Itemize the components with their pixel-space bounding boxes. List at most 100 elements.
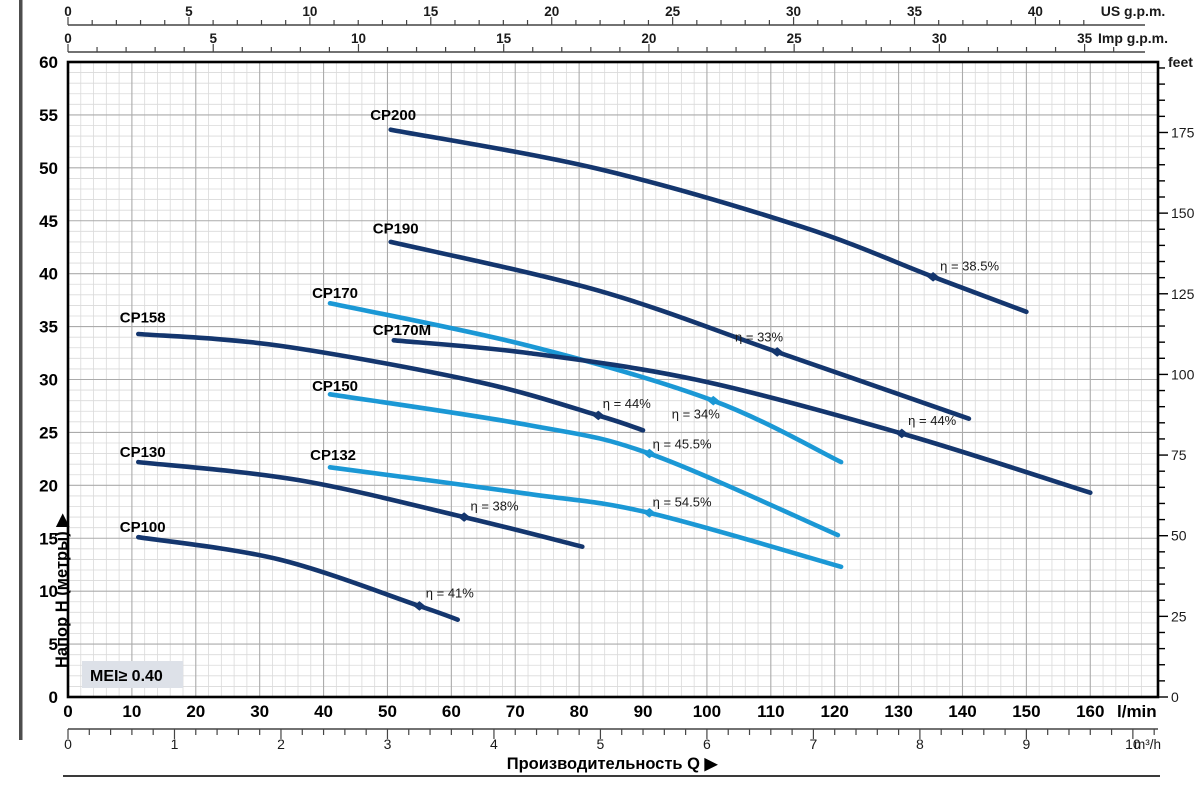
curve-CP130: CP130 η = 38% — [120, 444, 585, 549]
efficiency-marker-CP150 — [643, 448, 656, 459]
m3h-tick-label: 2 — [277, 736, 285, 752]
efficiency-marker-CP170M — [895, 428, 908, 439]
head-m-tick-label: 45 — [39, 212, 58, 231]
us-gpm-tick-label: 40 — [1028, 4, 1043, 19]
imp-gpm-tick-label: 25 — [787, 31, 803, 46]
efficiency-marker-CP130 — [458, 512, 471, 522]
efficiency-label-CP150: η = 45.5% — [653, 436, 712, 451]
feet-tick-label: 175 — [1171, 124, 1195, 140]
lmin-unit-label: l/min — [1117, 702, 1157, 721]
curve-CP170M: CP170M η = 44% — [373, 322, 1093, 495]
plot-border — [66, 60, 1160, 699]
efficiency-label-CP100: η = 41% — [426, 586, 475, 601]
imp-gpm-tick-label: 20 — [641, 31, 656, 46]
lmin-tick-label: 150 — [1012, 702, 1040, 721]
efficiency-label-CP130: η = 38% — [471, 499, 520, 514]
lmin-tick-label: 130 — [884, 702, 912, 721]
m3h-tick-label: 7 — [810, 736, 818, 752]
m3h-tick-label: 10 — [1125, 736, 1141, 752]
mei-badge-label: MEI≥ 0.40 — [90, 668, 163, 685]
feet-tick-label: 50 — [1171, 528, 1187, 544]
efficiency-label-CP170: η = 34% — [672, 407, 721, 422]
us-gpm-tick-label: 10 — [302, 4, 317, 19]
lmin-tick-label: 40 — [314, 702, 333, 721]
head-m-tick-label: 0 — [49, 688, 58, 707]
page-bottom-rule — [63, 775, 1160, 777]
head-m-tick-label: 50 — [39, 159, 58, 178]
curve-CP150: CP150 η = 45.5% — [312, 378, 841, 538]
lmin-tick-label: 0 — [63, 702, 72, 721]
efficiency-marker-CP200 — [927, 272, 940, 282]
feet-unit-label: feet — [1168, 54, 1193, 70]
curve-CP170: CP170 η = 34% — [312, 285, 844, 465]
curve-CP200: CP200 η = 38.5% — [370, 107, 1029, 315]
feet-tick-label: 125 — [1171, 286, 1195, 302]
efficiency-marker-CP132 — [643, 508, 656, 518]
imp-gpm-unit-label: Imp g.p.m. — [1098, 30, 1168, 46]
curve-path-CP200 — [388, 127, 1029, 315]
curve-CP190: CP190 η = 33% — [373, 220, 972, 421]
page-left-rule — [19, 0, 23, 740]
us-gpm-unit-label: US g.p.m. — [1101, 3, 1166, 19]
m3h-tick-label: 8 — [916, 736, 924, 752]
head-m-tick-label: 15 — [39, 529, 58, 548]
curve-CP100: CP100 η = 41% — [120, 519, 475, 622]
imp-gpm-tick-label: 0 — [64, 31, 72, 46]
us-gpm-tick-label: 30 — [786, 4, 801, 19]
m3h-tick-label: 9 — [1022, 736, 1030, 752]
us-gpm-tick-label: 25 — [665, 4, 681, 19]
grid-lines — [68, 62, 1158, 697]
us-gpm-tick-label: 0 — [64, 4, 72, 19]
lmin-tick-label: 160 — [1076, 702, 1104, 721]
lmin-tick-label: 140 — [948, 702, 976, 721]
lmin-tick-label: 120 — [821, 702, 849, 721]
lmin-tick-label: 70 — [506, 702, 525, 721]
x-axis-title: Производительность Q ▶ — [507, 755, 719, 773]
lmin-tick-label: 60 — [442, 702, 461, 721]
curve-path-CP150 — [327, 392, 841, 538]
imp-gpm-tick-label: 30 — [932, 31, 947, 46]
y-axis-title: Напор H (метры) ▶ — [53, 513, 71, 668]
lmin-tick-label: 110 — [757, 702, 784, 721]
curve-label-CP200: CP200 — [370, 107, 416, 124]
curve-label-CP130: CP130 — [120, 444, 166, 461]
feet-tick-label: 0 — [1171, 689, 1179, 705]
efficiency-marker-CP190 — [771, 347, 784, 357]
curve-path-CP170M — [391, 338, 1093, 495]
curve-path-CP158 — [136, 331, 646, 433]
feet-tick-label: 150 — [1171, 205, 1195, 221]
curve-path-CP132 — [327, 465, 844, 570]
feet-tick-label: 100 — [1171, 366, 1195, 382]
efficiency-marker-CP158 — [592, 410, 605, 421]
head-m-tick-label: 20 — [39, 476, 58, 495]
lmin-tick-label: 10 — [122, 702, 141, 721]
head-m-tick-label: 25 — [39, 423, 58, 442]
m3h-tick-label: 4 — [490, 736, 498, 752]
axes: 0 5 10 15 20 25 30 35 400 5 10 15 20 25 30 350255075100… — [39, 4, 1194, 752]
efficiency-marker-CP170 — [707, 395, 720, 406]
imp-gpm-tick-label: 5 — [209, 31, 217, 46]
us-gpm-tick-label: 5 — [185, 4, 193, 19]
lmin-tick-label: 20 — [186, 702, 205, 721]
efficiency-label-CP170M: η = 44% — [908, 413, 957, 428]
lmin-tick-label: 90 — [634, 702, 653, 721]
curve-path-CP100 — [136, 534, 460, 622]
imp-gpm-tick-label: 15 — [496, 31, 512, 46]
head-m-tick-label: 10 — [39, 582, 58, 601]
us-gpm-tick-label: 35 — [907, 4, 923, 19]
curve-label-CP150: CP150 — [312, 378, 358, 395]
m3h-tick-label: 5 — [597, 736, 605, 752]
m3h-tick-label: 6 — [703, 736, 711, 752]
m3h-tick-label: 0 — [64, 736, 72, 752]
imp-gpm-tick-label: 35 — [1077, 31, 1093, 46]
mei-badge-box — [82, 661, 183, 688]
curve-CP158: CP158 η = 44% — [120, 309, 651, 433]
lmin-tick-label: 80 — [570, 702, 589, 721]
efficiency-label-CP190: η = 33% — [735, 329, 784, 344]
head-m-tick-label: 30 — [39, 371, 58, 390]
feet-tick-label: 75 — [1171, 447, 1187, 463]
head-m-tick-label: 55 — [39, 106, 58, 125]
efficiency-label-CP132: η = 54.5% — [653, 495, 712, 510]
curve-label-CP132: CP132 — [310, 447, 356, 464]
